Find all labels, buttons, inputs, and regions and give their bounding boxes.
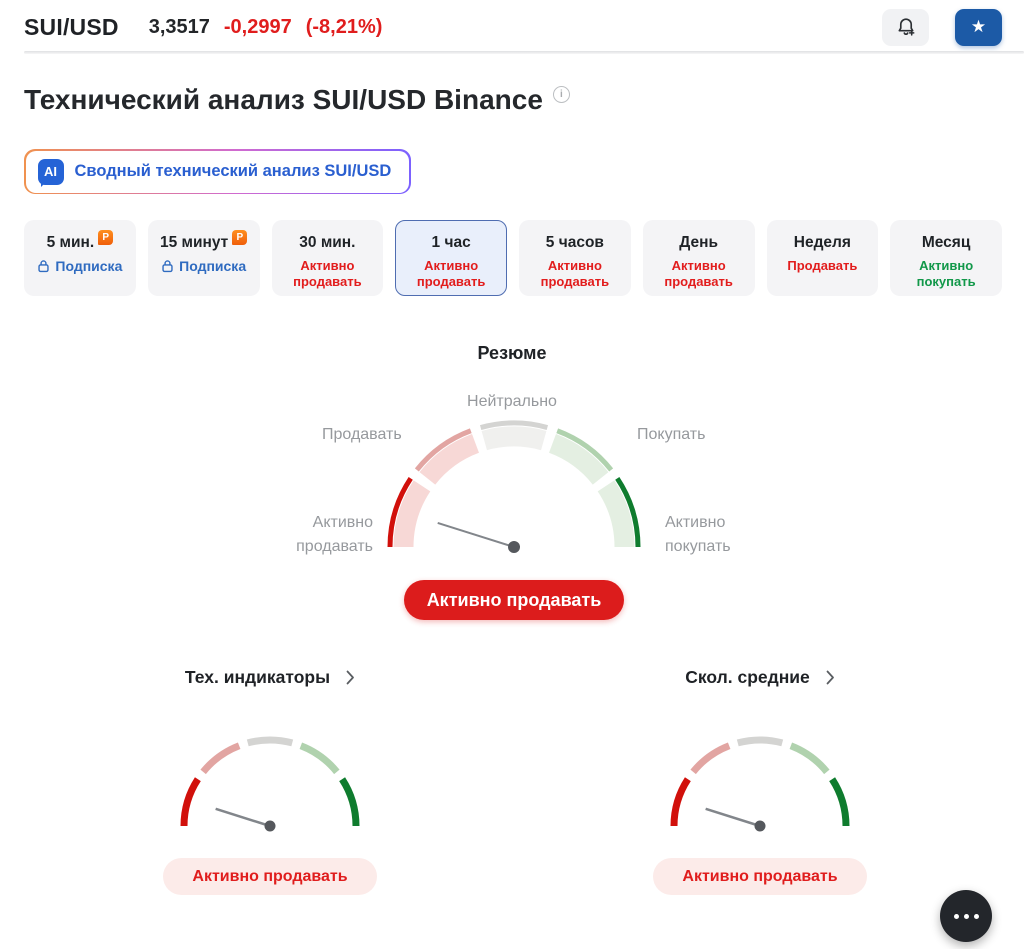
ai-badge-icon: AI	[37, 158, 64, 185]
investing-pro-icon: P	[232, 230, 248, 245]
tab-signal: Продавать	[787, 258, 858, 273]
summary-heading: Резюме	[477, 343, 547, 363]
section-title: Тех. индикаторы	[184, 667, 331, 687]
tab-label: Месяц	[921, 234, 971, 251]
page-title-row: Технический анализ SUI/USD Binance i	[24, 84, 570, 116]
tab-label: 5 часов	[545, 234, 604, 251]
tab-week[interactable]: Неделя Продавать	[766, 220, 879, 296]
summary-signal-badge: Активно продавать	[404, 580, 624, 620]
lock-icon	[162, 260, 173, 273]
tab-15min[interactable]: 15 минут P Подписка	[147, 220, 260, 296]
gauge-label-strong-sell: Активно продавать	[296, 514, 373, 555]
gauge-label-neutral: Нейтрально	[467, 393, 557, 410]
tab-month[interactable]: Месяц Активно покупать	[890, 220, 1002, 296]
timeframe-tabs: 5 мин. P Подписка 15 минут P Подписка 30 м…	[24, 220, 1002, 296]
tab-label: 15 минут	[159, 234, 229, 251]
ellipsis-icon	[953, 913, 959, 919]
bell-plus-icon	[897, 18, 914, 36]
investing-pro-icon: P	[98, 230, 114, 245]
gauge-label-buy: Покупать	[637, 426, 706, 443]
create-alert-button[interactable]	[882, 8, 929, 46]
chevron-right-icon	[826, 670, 834, 685]
tab-5hours[interactable]: 5 часов Активно продавать	[519, 220, 631, 296]
header-divider	[24, 51, 1024, 54]
instrument-symbol: SUI/USD	[24, 13, 119, 40]
ellipsis-icon	[973, 913, 979, 919]
subscription-label: Подписка	[179, 258, 247, 274]
star-icon: ★	[970, 16, 987, 36]
tab-day[interactable]: День Активно продавать	[642, 220, 755, 296]
info-icon[interactable]: i	[552, 86, 570, 103]
page-title: Технический анализ SUI/USD Binance	[24, 84, 543, 115]
price-change-percent: (-8,21%)	[305, 15, 383, 38]
tab-30min[interactable]: 30 мин. Активно продавать	[271, 220, 384, 296]
ellipsis-icon	[963, 913, 969, 919]
moving-averages-signal-badge: Активно продавать	[653, 858, 867, 895]
tab-label: День	[679, 234, 718, 251]
summary-gauge	[384, 412, 644, 563]
lock-icon	[38, 260, 50, 273]
section-title: Скол. средние	[685, 667, 810, 687]
tab-label: 1 час	[431, 234, 471, 251]
tab-signal: Активно продавать	[664, 258, 733, 289]
tab-signal: Активно продавать	[416, 258, 486, 289]
add-to-watchlist-button[interactable]: ★	[955, 8, 1002, 46]
tab-signal: Активно продавать	[540, 258, 610, 289]
tab-signal: Активно покупать	[916, 258, 976, 289]
tab-5min[interactable]: 5 мин. P Подписка	[24, 220, 136, 296]
ai-summary-label: Сводный технический анализ SUI/USD	[74, 162, 392, 180]
tech-indicators-signal-badge: Активно продавать	[163, 858, 377, 895]
price-change: -0,2997	[223, 15, 292, 38]
subscription-label: Подписка	[55, 258, 123, 274]
tech-indicators-gauge	[172, 733, 368, 838]
instrument-header: SUI/USD 3,3517 -0,2997 (-8,21%) ★	[24, 6, 1002, 48]
moving-averages-link[interactable]: Скол. средние	[610, 667, 910, 688]
tab-1hour[interactable]: 1 час Активно продавать	[395, 220, 507, 296]
ai-summary-button[interactable]: AI Сводный технический анализ SUI/USD	[24, 149, 411, 194]
more-options-button[interactable]	[940, 890, 992, 942]
instrument-price: 3,3517	[148, 15, 210, 38]
gauge-label-strong-buy: Активно покупать	[665, 514, 731, 555]
moving-averages-gauge	[662, 733, 858, 838]
tab-label: 30 мин.	[299, 234, 356, 251]
tab-signal: Активно продавать	[293, 258, 362, 289]
chevron-right-icon	[346, 670, 354, 685]
gauge-label-sell: Продавать	[322, 426, 402, 443]
tab-label: Неделя	[793, 234, 851, 251]
tech-indicators-link[interactable]: Тех. индикаторы	[120, 667, 420, 688]
tab-label: 5 мин.	[46, 234, 95, 251]
